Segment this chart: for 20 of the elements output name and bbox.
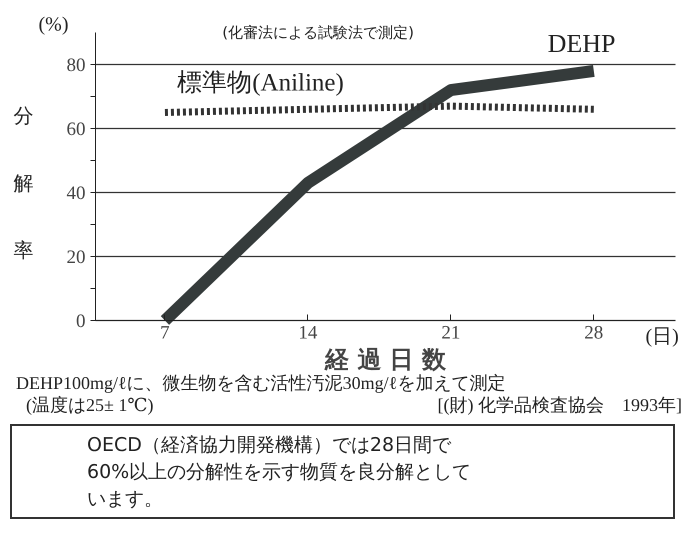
series-label: 標準物(Aniline) xyxy=(177,70,344,96)
text: (日) xyxy=(646,326,679,348)
x-tick-label: 14 xyxy=(298,322,318,344)
y-tick-label: 80 xyxy=(66,55,86,76)
y-tick-label: 20 xyxy=(66,247,86,268)
y-tick-label: 60 xyxy=(66,119,86,140)
text: (%) xyxy=(38,14,68,36)
chart-subtitle: (化審法による試験法で測定) xyxy=(222,24,414,42)
text: (温度は25± 1℃) xyxy=(26,394,154,416)
y-tick-label: 0 xyxy=(76,311,86,332)
x-tick-label: 28 xyxy=(584,322,604,344)
x-tick-label: 7 xyxy=(160,322,170,344)
text: [(財) 化学品検査協会 1993年] xyxy=(438,394,682,416)
text: DEHP100mg/ℓに、微生物を含む活性汚泥30mg/ℓを加えて測定 xyxy=(15,372,506,394)
x-tick-label: 21 xyxy=(441,322,460,344)
series-label: DEHP xyxy=(548,29,616,58)
x-axis-title: 経 過 日 数 xyxy=(324,346,448,374)
y-tick-label: 40 xyxy=(66,183,86,204)
text: OECD（経済協力開発機構）では28日間で60%以上の分解性を示す物質を良分解としています。 xyxy=(86,433,472,512)
text: 分解率 xyxy=(14,104,34,262)
